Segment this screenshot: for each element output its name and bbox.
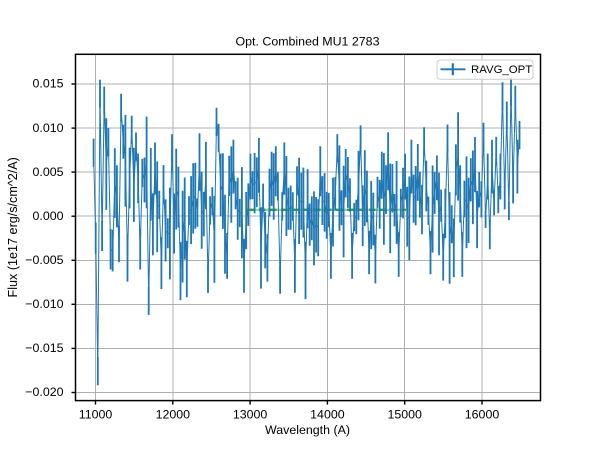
svg-text:16000: 16000 [465,407,500,421]
svg-text:−0.020: −0.020 [25,385,63,399]
svg-text:15000: 15000 [387,407,422,421]
svg-text:RAVG_OPT: RAVG_OPT [471,64,532,76]
svg-text:0.000: 0.000 [32,209,63,223]
svg-text:−0.010: −0.010 [25,297,63,311]
svg-text:0.005: 0.005 [32,165,63,179]
svg-text:−0.005: −0.005 [25,253,63,267]
svg-text:14000: 14000 [310,407,345,421]
svg-text:13000: 13000 [233,407,268,421]
svg-text:11000: 11000 [79,407,113,421]
svg-text:Opt. Combined MU1 2783: Opt. Combined MU1 2783 [236,34,380,48]
svg-text:Flux (1e17 erg/s/cm^2/A): Flux (1e17 erg/s/cm^2/A) [6,157,20,297]
svg-text:0.010: 0.010 [32,121,63,135]
svg-text:−0.015: −0.015 [25,341,63,355]
svg-text:Wavelength (A): Wavelength (A) [265,423,350,437]
svg-text:0.015: 0.015 [32,77,63,91]
svg-text:12000: 12000 [156,407,191,421]
